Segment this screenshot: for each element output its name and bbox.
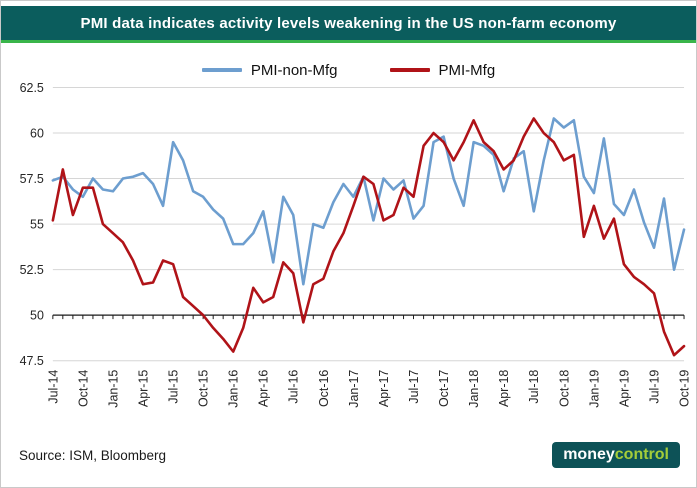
page-title: PMI data indicates activity levels weake…: [80, 14, 617, 32]
x-tick-label: Jan-19: [587, 370, 601, 408]
x-tick-label: Oct-15: [197, 370, 211, 407]
legend-item-non-mfg: PMI-non-Mfg: [201, 61, 338, 79]
x-tick-label: Oct-17: [437, 370, 451, 407]
x-tick-label: Jan-15: [106, 370, 120, 408]
legend-item-mfg: PMI-Mfg: [389, 61, 496, 79]
x-tick-label: Jul-18: [527, 370, 541, 404]
x-tick-label: Apr-19: [617, 370, 631, 407]
chart-legend: PMI-non-Mfg PMI-Mfg: [1, 59, 696, 81]
y-tick-label: 62.5: [20, 81, 44, 95]
x-tick-label: Jul-14: [46, 370, 60, 404]
logo-control-text: control: [614, 446, 669, 463]
line-pmi-non-mfg: [51, 117, 686, 286]
y-tick-label: 47.5: [20, 354, 44, 368]
header-banner: PMI data indicates activity levels weake…: [1, 6, 696, 40]
x-tick-label: Oct-18: [557, 370, 571, 407]
y-tick-label: 50: [30, 309, 44, 323]
x-tick-label: Apr-17: [377, 370, 391, 407]
y-tick-label: 52.5: [20, 263, 44, 277]
y-tick-label: 55: [30, 218, 44, 232]
x-tick-label: Apr-16: [257, 370, 271, 407]
line-pmi-mfg: [51, 117, 686, 357]
legend-swatch-mfg: [389, 68, 430, 72]
x-tick-label: Jan-16: [227, 370, 241, 408]
x-tick-label: Jul-19: [648, 370, 662, 404]
logo-money-text: money: [563, 446, 615, 463]
legend-label-mfg: PMI-Mfg: [438, 61, 496, 79]
moneycontrol-logo: moneycontrol: [552, 442, 680, 468]
x-tick-label: Apr-15: [136, 370, 150, 407]
x-tick-label: Jul-17: [407, 370, 421, 404]
footer: Source: ISM, Bloomberg moneycontrol: [1, 429, 696, 487]
x-tick-label: Jul-15: [167, 370, 181, 404]
legend-label-non-mfg: PMI-non-Mfg: [250, 61, 338, 79]
x-tick-label: Apr-18: [497, 370, 511, 407]
x-tick-label: Oct-19: [678, 370, 692, 407]
y-tick-label: 60: [30, 127, 44, 141]
x-tick-label: Jul-16: [287, 370, 301, 404]
x-tick-label: Jan-17: [347, 370, 361, 408]
x-tick-label: Oct-16: [317, 370, 331, 407]
x-tick-label: Jan-18: [467, 370, 481, 408]
x-tick-label: Oct-14: [76, 370, 90, 407]
header-accent-line: [1, 40, 696, 43]
y-tick-label: 57.5: [20, 172, 44, 186]
pmi-line-chart: 47.5 50 52.5 55 57.5 60 62.5 Jul-14 Oct-14 Jan-15…: [20, 81, 692, 408]
legend-swatch-non-mfg: [201, 68, 242, 72]
source-text: Source: ISM, Bloomberg: [19, 447, 167, 463]
